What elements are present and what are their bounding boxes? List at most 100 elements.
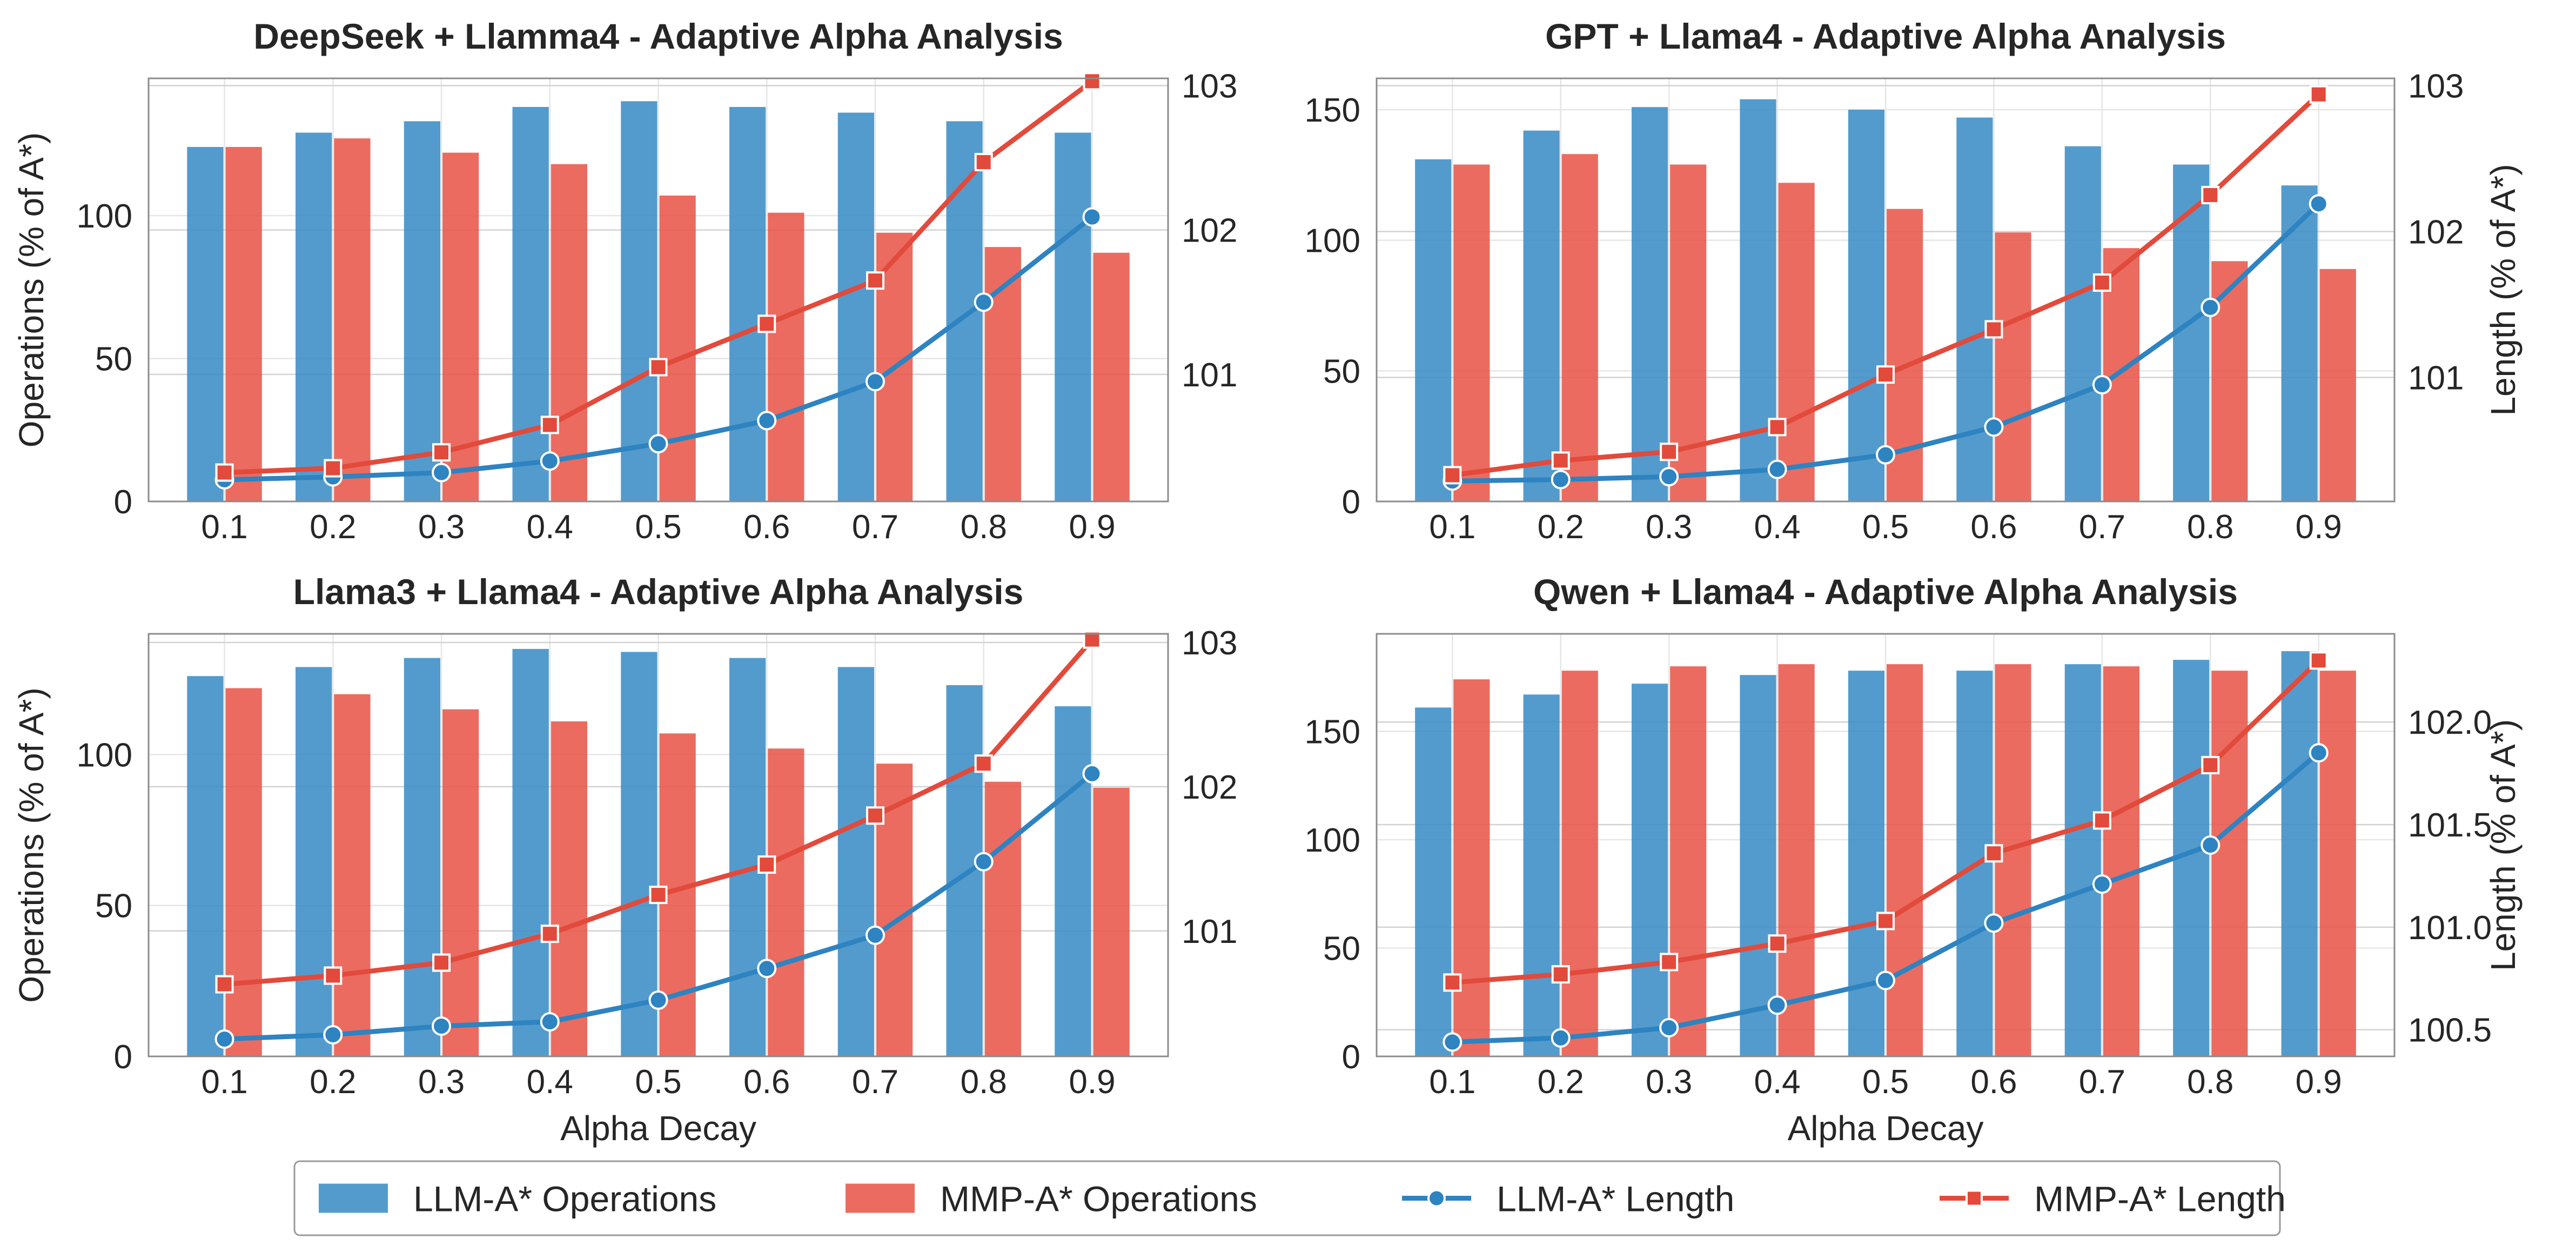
bar-llm-0.9 <box>2281 651 2318 1056</box>
bar-llm-0.5 <box>621 652 658 1056</box>
point-mmp-0.2 <box>1551 965 1570 984</box>
point-mmp-0.6 <box>757 314 776 333</box>
point-llm-0.3 <box>432 463 452 483</box>
bar-llm-0.4 <box>512 648 549 1056</box>
point-mmp-0.4 <box>540 925 559 943</box>
x-axis-label: Alpha Decay <box>1788 1109 1984 1148</box>
point-mmp-0.3 <box>432 953 451 972</box>
x-tick-label: 0.3 <box>1646 508 1692 546</box>
y2-tick-label: 100.5 <box>2408 1012 2492 1049</box>
bar-mmp-0.4 <box>551 164 588 502</box>
x-tick-label: 0.8 <box>961 1063 1007 1101</box>
y-tick-label: 50 <box>95 888 132 925</box>
x-tick-label: 0.8 <box>2187 508 2233 546</box>
x-tick-label: 0.5 <box>635 1063 681 1101</box>
bar-mmp-0.4 <box>1778 664 1815 1056</box>
legend-item-llm-a-operations: LLM-A* Operations <box>319 1179 716 1219</box>
point-mmp-0.1 <box>1443 973 1462 992</box>
bar-mmp-0.2 <box>1561 671 1598 1056</box>
x-tick-label: 0.5 <box>635 508 681 546</box>
legend-marker <box>1427 1189 1446 1208</box>
point-llm-0.4 <box>540 451 560 471</box>
x-tick-label: 0.6 <box>743 1063 790 1101</box>
bar-llm-0.8 <box>946 121 983 502</box>
x-tick-label: 0.9 <box>2296 1063 2342 1101</box>
point-llm-0.3 <box>1659 1017 1679 1037</box>
point-llm-0.2 <box>1551 470 1571 490</box>
bar-llm-0.7 <box>837 667 874 1056</box>
point-mmp-0.4 <box>540 416 559 434</box>
point-llm-0.6 <box>757 411 777 431</box>
x-tick-label: 0.9 <box>1069 508 1115 546</box>
y-tick-label: 50 <box>1323 930 1360 967</box>
point-llm-0.4 <box>540 1012 560 1032</box>
point-mmp-0.3 <box>1660 953 1679 972</box>
bar-llm-0.2 <box>1523 130 1560 501</box>
point-llm-0.3 <box>432 1016 452 1036</box>
point-mmp-0.4 <box>1768 418 1787 437</box>
point-llm-0.9 <box>1082 764 1102 784</box>
bar-mmp-0.6 <box>768 748 804 1056</box>
x-tick-label: 0.2 <box>1538 508 1584 546</box>
point-mmp-0.5 <box>649 886 668 905</box>
chart-title: Llama3 + Llama4 - Adaptive Alpha Analysi… <box>293 572 1024 612</box>
bar-mmp-0.4 <box>1778 183 1815 501</box>
point-llm-0.6 <box>1984 913 2004 933</box>
bar-llm-0.7 <box>2064 146 2101 502</box>
bar-mmp-0.9 <box>1093 787 1130 1056</box>
y2-tick-label: 101 <box>1182 357 1237 394</box>
bar-mmp-0.1 <box>225 146 262 501</box>
point-llm-0.2 <box>1551 1028 1571 1048</box>
x-tick-label: 0.6 <box>743 508 790 546</box>
bar-llm-0.5 <box>621 101 658 501</box>
x-tick-label: 0.5 <box>1862 1063 1909 1101</box>
bar-mmp-0.4 <box>551 721 588 1056</box>
point-llm-0.5 <box>648 434 668 454</box>
bar-mmp-0.9 <box>2319 671 2356 1056</box>
y2-tick-label: 102 <box>1182 769 1237 806</box>
x-tick-label: 0.2 <box>310 508 356 546</box>
legend-label: MMP-A* Operations <box>940 1179 1257 1219</box>
point-llm-0.3 <box>1659 467 1679 487</box>
point-llm-0.4 <box>1767 995 1787 1015</box>
bar-llm-0.7 <box>837 112 874 502</box>
x-tick-label: 0.8 <box>961 508 1007 546</box>
bar-llm-0.3 <box>404 121 441 502</box>
chart-panels: 0.1 0.2 0.3 0.4 0.5 0.6 0.7 0.8 0.9 0 50 100 101 102 1… <box>12 16 2523 1148</box>
bar-llm-0.1 <box>1415 159 1452 501</box>
point-llm-0.9 <box>2309 743 2329 763</box>
point-llm-0.7 <box>2092 375 2112 394</box>
point-mmp-0.8 <box>974 152 993 171</box>
y2-tick-label: 101.0 <box>2408 909 2492 947</box>
plot-frame <box>147 77 1169 503</box>
point-mmp-0.6 <box>1984 320 2003 339</box>
legend-item-llm-a-length: LLM-A* Length <box>1402 1179 1734 1219</box>
point-llm-0.1 <box>214 1029 234 1049</box>
point-llm-0.8 <box>974 292 994 312</box>
x-tick-label: 0.3 <box>418 1063 465 1101</box>
point-mmp-0.4 <box>1768 934 1787 953</box>
y2-axis-label: Length (% of A*) <box>2484 719 2523 971</box>
x-axis-label: Alpha Decay <box>560 1109 756 1148</box>
point-mmp-0.2 <box>324 966 343 985</box>
bar-llm-0.9 <box>2281 185 2318 502</box>
bar-llm-0.1 <box>1415 707 1452 1056</box>
point-mmp-0.5 <box>649 358 668 377</box>
point-mmp-0.8 <box>2201 755 2220 774</box>
bar-mmp-0.8 <box>984 781 1021 1056</box>
chart-panel-1: 0.1 0.2 0.3 0.4 0.5 0.6 0.7 0.8 0.9 0 50 100 101 102 1… <box>12 16 1237 546</box>
bar-mmp-0.8 <box>2211 261 2248 501</box>
bar-mmp-0.5 <box>1887 664 1923 1056</box>
y-axis-label: Operations (% of A*) <box>12 687 51 1002</box>
x-tick-label: 0.5 <box>1862 508 1909 546</box>
bar-mmp-0.1 <box>1453 679 1490 1056</box>
point-mmp-0.7 <box>866 271 884 290</box>
chart-title: GPT + Llama4 - Adaptive Alpha Analysis <box>1545 16 2226 56</box>
bar-llm-0.6 <box>1956 117 1993 501</box>
y-tick-label: 0 <box>1342 484 1360 521</box>
x-tick-label: 0.9 <box>2296 508 2342 546</box>
x-tick-label: 0.1 <box>201 1063 247 1101</box>
bar-mmp-0.6 <box>1995 232 2031 501</box>
x-tick-label: 0.8 <box>2187 1063 2233 1101</box>
bar-mmp-0.3 <box>1670 666 1707 1056</box>
